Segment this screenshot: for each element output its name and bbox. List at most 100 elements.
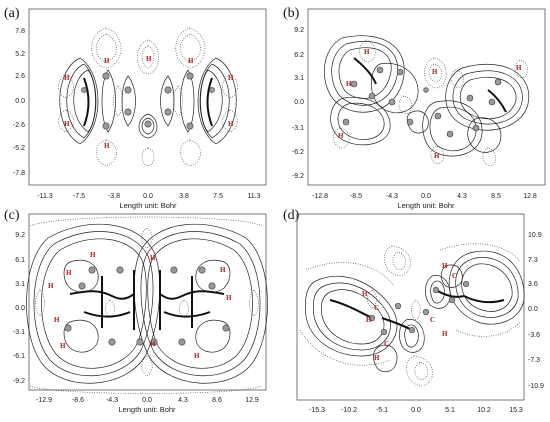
x-tick-label: 11.3 [247, 193, 260, 200]
contour-solid [66, 63, 97, 139]
y-tick-label: 7.8 [15, 28, 25, 35]
y-tick-labels: 9.2 6.2 3.1 0.0 -3.1 -6.2 -9.2 [292, 27, 304, 180]
contour-dotted [29, 216, 263, 227]
atom-marker [448, 296, 456, 304]
atom-marker [466, 94, 474, 102]
y-tick-label: -3.6 [528, 332, 540, 339]
atom-marker [81, 87, 87, 93]
atom-label: C [374, 304, 379, 312]
contour-solid [59, 57, 99, 145]
contour-dotted [179, 299, 189, 319]
plot-frame [307, 8, 546, 186]
contour-solid [138, 113, 158, 139]
atom-marker [102, 122, 110, 130]
contour-solid [445, 63, 530, 131]
contour-dotted [179, 33, 201, 63]
x-tick-label: 0.0 [143, 193, 153, 200]
y-tick-label: -7.8 [13, 170, 25, 177]
y-tick-label: -9.2 [13, 378, 25, 385]
x-tick-label: 7.5 [213, 193, 223, 200]
atom-label: H [150, 340, 156, 348]
x-tick-label: -8.6 [72, 397, 84, 404]
y-tick-label: 0.0 [528, 306, 538, 313]
contour-field [58, 27, 238, 167]
contour-solid [33, 231, 154, 377]
atom-marker [102, 72, 110, 80]
y-tick-label: -3.1 [13, 329, 25, 336]
x-tick-label: 10.2 [477, 407, 491, 414]
x-tick-label: 12.9 [245, 397, 259, 404]
x-tick-label: 0.0 [421, 193, 431, 200]
contour-dotted [305, 262, 395, 287]
atom-label: H [442, 262, 448, 270]
atom-label: C [452, 272, 457, 280]
atom-label: H [60, 342, 66, 350]
atom-marker [208, 282, 216, 290]
bond-path [159, 290, 225, 300]
contour-dotted [406, 355, 433, 387]
contour-solid [440, 264, 463, 288]
x-axis-label: Length unit: Bohr [118, 405, 176, 414]
contour-solid [304, 275, 398, 357]
atom-label: H [104, 57, 110, 65]
atom-label: H [90, 251, 96, 259]
atom-marker [64, 324, 72, 332]
y-tick-label: -7.3 [528, 357, 540, 364]
x-tick-labels: -11.3 -7.5 -3.8 0.0 3.8 7.5 11.3 [37, 193, 260, 200]
atom-label: H [104, 142, 110, 150]
atom-label: H [54, 316, 60, 324]
atom-label: H [64, 120, 70, 128]
contour-field [299, 243, 525, 387]
atom-marker [186, 72, 194, 80]
contour-solid [425, 274, 451, 309]
contour-dotted [482, 147, 497, 167]
bond-path [353, 57, 377, 85]
x-tick-label: -11.3 [37, 193, 53, 200]
atom-marker [116, 266, 124, 274]
atoms [368, 280, 470, 336]
atom-label: H [150, 254, 156, 262]
contour-dotted [141, 147, 155, 167]
atom-marker [78, 282, 86, 290]
contour-solid [320, 289, 385, 345]
atom-labels: H H H H H H H H [64, 55, 234, 150]
contour-dotted [450, 69, 465, 89]
contour-solid [147, 238, 253, 369]
contour-dotted [105, 299, 115, 319]
contour-dotted [29, 385, 263, 394]
atoms [342, 66, 502, 138]
bond-path [206, 77, 213, 127]
x-tick-label: -12.8 [312, 193, 328, 200]
contour-solid [459, 76, 517, 120]
contour-dotted [414, 361, 429, 381]
atom-marker [488, 98, 496, 106]
contour-solid [430, 280, 445, 304]
bond-paths [83, 77, 213, 127]
contour-solid [331, 41, 398, 106]
y-tick-label: 3.1 [294, 75, 304, 82]
contour-solid [312, 282, 391, 351]
contour-field [26, 216, 268, 394]
atom-marker [198, 266, 206, 274]
atom-marker [494, 78, 502, 86]
atom-marker [186, 122, 194, 130]
atom-marker [376, 66, 384, 74]
x-tick-labels: -12.8 -8.5 -4.3 0.0 4.3 8.5 12.8 [312, 193, 537, 200]
contour-solid [467, 117, 502, 153]
contour-dotted [173, 85, 183, 117]
bond-path [463, 295, 505, 304]
y-tick-label: -10.9 [528, 383, 544, 390]
contour-solid [121, 75, 136, 127]
atom-marker [423, 87, 429, 93]
contour-solid [180, 69, 195, 133]
x-tick-label: 5.1 [445, 407, 455, 414]
contour-solid [73, 69, 96, 133]
x-tick-label: -4.3 [106, 397, 118, 404]
panel-b: (b) 9.2 6.2 3.1 0.0 -3.1 -6.2 -9.2 -12.8… [283, 6, 546, 210]
atom-label: H [442, 330, 448, 338]
contour-solid [429, 106, 477, 152]
contour-solid [448, 250, 525, 325]
atom-label: H [48, 282, 54, 290]
atom-label: H [366, 316, 372, 324]
